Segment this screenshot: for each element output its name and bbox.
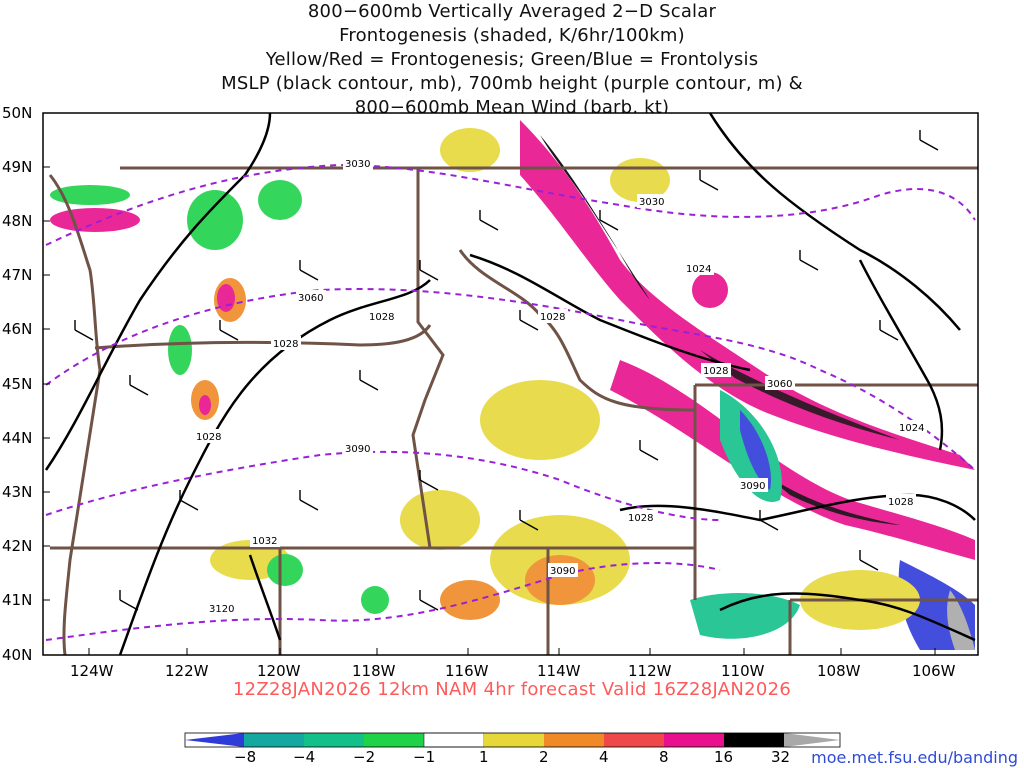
map-title: 800−600mb Vertically Averaged 2−D Scalar… bbox=[0, 0, 1024, 120]
height-label-7: 3090 bbox=[550, 566, 575, 577]
height-label-8: 3120 bbox=[209, 604, 234, 615]
frontogenesis-shading bbox=[50, 120, 975, 650]
lat-label-40n: 40N bbox=[2, 646, 32, 664]
lon-label-124w: 124W bbox=[70, 662, 114, 680]
lon-label-116w: 116W bbox=[445, 662, 489, 680]
title-line-1: 800−600mb Vertically Averaged 2−D Scalar bbox=[307, 1, 717, 22]
lon-label-120w: 120W bbox=[257, 662, 301, 680]
title-line-3: Yellow/Red = Frontogenesis; Green/Blue =… bbox=[265, 49, 759, 70]
height-contours bbox=[45, 163, 976, 641]
lat-label-46n: 46N bbox=[2, 320, 32, 338]
colorbar-tick-1: −8 bbox=[234, 748, 256, 766]
lat-label-48n: 48N bbox=[2, 212, 32, 230]
colorbar-tick-8: 8 bbox=[659, 748, 669, 766]
lon-label-112w: 112W bbox=[628, 662, 672, 680]
lon-label-108w: 108W bbox=[817, 662, 861, 680]
mslp-label-2: 1028 bbox=[540, 312, 565, 323]
lat-label-50n: 50N bbox=[2, 104, 32, 122]
mslp-label-10: 1032 bbox=[252, 536, 277, 547]
colorbar-right-arrow bbox=[784, 733, 840, 747]
lon-label-106w: 106W bbox=[912, 662, 956, 680]
source-credit: moe.met.fsu.edu/banding bbox=[811, 748, 1018, 767]
lat-label-42n: 42N bbox=[2, 537, 32, 555]
colorbar-tick-5: 1 bbox=[479, 748, 489, 766]
height-label-1: 3030 bbox=[345, 159, 370, 170]
colorbar-tick-10: 32 bbox=[771, 748, 790, 766]
lon-label-122w: 122W bbox=[165, 662, 209, 680]
title-line-2: Frontogenesis (shaded, K/6hr/100km) bbox=[339, 25, 685, 46]
height-label-3: 3060 bbox=[298, 293, 323, 304]
colorbar-tick-7: 4 bbox=[599, 748, 609, 766]
mslp-label-3: 1028 bbox=[273, 339, 298, 350]
mslp-contours bbox=[44, 112, 976, 656]
colorbar-tick-6: 2 bbox=[539, 748, 549, 766]
colorbar-tick-3: −2 bbox=[353, 748, 375, 766]
mslp-label-8: 1024 bbox=[686, 264, 711, 275]
mslp-label-9: 1024 bbox=[899, 423, 924, 434]
colorbar: −8 −4 −2 −1 1 2 4 8 16 32 bbox=[184, 732, 841, 766]
lat-label-41n: 41N bbox=[2, 591, 32, 609]
mslp-label-6: 1028 bbox=[628, 513, 653, 524]
political-borders bbox=[48, 166, 978, 656]
colorbar-bin bbox=[664, 733, 724, 747]
lon-label-110w: 110W bbox=[721, 662, 765, 680]
colorbar-tick-9: 16 bbox=[714, 748, 733, 766]
height-label-4: 3060 bbox=[767, 379, 792, 390]
height-label-6: 3090 bbox=[740, 481, 765, 492]
lat-label-43n: 43N bbox=[2, 483, 32, 501]
longitude-axis: 124W 122W 120W 118W 116W 114W 112W 110W … bbox=[70, 648, 956, 680]
mslp-label-5: 1028 bbox=[703, 366, 728, 377]
colorbar-outline bbox=[184, 732, 841, 748]
lat-label-44n: 44N bbox=[2, 429, 32, 447]
mslp-label-1: 1028 bbox=[369, 312, 394, 323]
lat-label-45n: 45N bbox=[2, 375, 32, 393]
lon-label-114w: 114W bbox=[537, 662, 581, 680]
lon-label-118w: 118W bbox=[352, 662, 396, 680]
lat-label-47n: 47N bbox=[2, 266, 32, 284]
colorbar-tick-2: −4 bbox=[293, 748, 315, 766]
forecast-valid-text: 12Z28JAN2026 12km NAM 4hr forecast Valid… bbox=[232, 679, 792, 700]
mslp-label-4: 1028 bbox=[196, 432, 221, 443]
latitude-axis: 50N 49N 48N 47N 46N 45N 44N 43N 42N 41N … bbox=[2, 104, 50, 664]
colorbar-bin bbox=[604, 733, 664, 747]
colorbar-bin bbox=[544, 733, 604, 747]
colorbar-bin bbox=[364, 733, 424, 747]
colorbar-left-arrow bbox=[185, 733, 244, 747]
colorbar-bin bbox=[304, 733, 364, 747]
mslp-label-7: 1028 bbox=[888, 497, 913, 508]
height-label-2: 3030 bbox=[639, 197, 664, 208]
contour-labels: 1028 1028 1028 1028 1028 1028 1028 1024 … bbox=[194, 156, 927, 615]
lat-label-49n: 49N bbox=[2, 158, 32, 176]
colorbar-bin bbox=[724, 733, 784, 747]
colorbar-bin bbox=[423, 732, 485, 748]
colorbar-bin bbox=[244, 733, 304, 747]
title-line-4: MSLP (black contour, mb), 700mb height (… bbox=[221, 73, 803, 94]
colorbar-tick-4: −1 bbox=[413, 748, 435, 766]
colorbar-bin bbox=[484, 733, 544, 747]
wind-barbs bbox=[74, 130, 939, 611]
height-label-5: 3090 bbox=[345, 444, 370, 455]
